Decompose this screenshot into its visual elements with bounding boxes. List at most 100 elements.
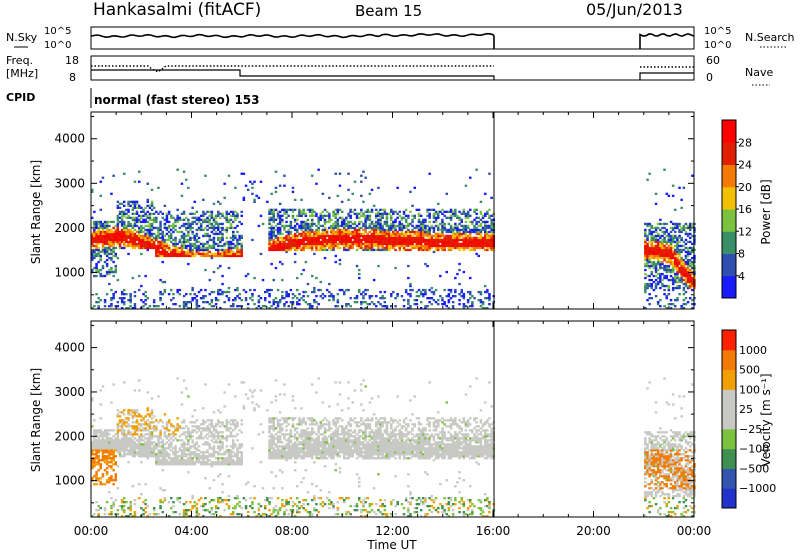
power-cell: [99, 236, 102, 240]
power-cell: [125, 226, 128, 230]
power-cell: [385, 240, 389, 244]
velocity-cell: [101, 433, 105, 436]
power-cell: [172, 238, 175, 242]
power-cell: [349, 240, 352, 244]
power-cell: [345, 248, 348, 252]
power-cell: [116, 216, 120, 219]
power-cell: [285, 244, 288, 248]
velocity-cell: [150, 453, 154, 456]
velocity-cell: [172, 463, 175, 466]
power-cell: [302, 210, 305, 213]
power-cell: [270, 212, 273, 215]
power-cell: [170, 216, 173, 219]
power-cell: [317, 248, 320, 252]
velocity-cell: [197, 453, 201, 456]
colorbar-tick-label: 24: [738, 159, 752, 172]
power-cell: [458, 222, 461, 226]
power-cell: [298, 232, 301, 236]
power-cell: [454, 238, 457, 242]
velocity-cell: [133, 413, 137, 416]
power-cell: [319, 212, 322, 215]
velocity-cell: [95, 473, 98, 476]
power-cell: [360, 293, 363, 296]
power-cell: [394, 232, 397, 236]
power-cell: [674, 224, 677, 228]
power-cell: [112, 236, 115, 240]
power-cell: [451, 307, 455, 310]
power-cell: [191, 220, 194, 224]
power-cell: [178, 240, 182, 244]
power-cell: [434, 246, 438, 250]
power-cell: [142, 238, 145, 242]
power-cell: [654, 246, 658, 250]
power-cell: [402, 216, 406, 219]
power-cell: [272, 234, 275, 238]
power-cell: [451, 228, 455, 232]
power-cell: [105, 270, 109, 274]
power-cell: [477, 240, 480, 244]
velocity-cell: [97, 477, 100, 480]
power-cell: [313, 299, 316, 302]
power-cell: [110, 220, 113, 224]
velocity-cell: [129, 431, 132, 434]
power-cell: [654, 230, 658, 234]
power-cell: [131, 307, 135, 310]
power-cell: [669, 303, 673, 306]
power-cell: [313, 301, 316, 304]
power-cell: [120, 202, 124, 205]
power-cell: [176, 230, 179, 234]
velocity-cell: [91, 441, 94, 444]
power-cell: [671, 222, 675, 226]
power-cell: [648, 222, 651, 226]
power-cell: [358, 240, 361, 244]
velocity-cell: [163, 497, 167, 500]
power-cell: [654, 295, 658, 298]
power-cell: [217, 226, 220, 230]
power-cell: [278, 216, 282, 219]
velocity-cell: [110, 447, 113, 450]
power-cell: [131, 236, 135, 240]
power-cell: [308, 226, 312, 230]
power-cell: [93, 250, 96, 254]
power-cell: [682, 274, 686, 278]
velocity-cell: [182, 445, 186, 448]
velocity-cell: [138, 449, 141, 452]
velocity-cell: [167, 463, 171, 466]
power-cell: [103, 299, 107, 302]
power-cell: [387, 228, 391, 232]
velocity-cell: [105, 501, 109, 504]
power-cell: [323, 232, 327, 236]
power-cell: [680, 228, 683, 232]
power-cell: [133, 303, 137, 306]
velocity-cell: [161, 421, 164, 424]
power-cell: [112, 232, 115, 236]
power-cell: [276, 305, 280, 308]
power-cell: [398, 236, 401, 240]
power-cell: [108, 242, 111, 246]
power-cell: [484, 248, 487, 252]
power-cell: [646, 238, 649, 242]
velocity-cell: [95, 477, 98, 480]
velocity-cell: [146, 505, 149, 508]
power-cell: [287, 234, 290, 238]
power-cell: [434, 234, 438, 238]
power-cell: [490, 248, 493, 252]
power-cell: [118, 230, 122, 234]
power-cell: [182, 246, 186, 250]
power-cell: [349, 238, 352, 242]
power-cell: [464, 214, 468, 217]
velocity-cell: [103, 459, 107, 462]
velocity-cell: [140, 415, 143, 418]
power-cell: [189, 222, 192, 226]
power-cell: [332, 232, 335, 236]
power-cell: [469, 305, 472, 308]
power-cell: [336, 305, 340, 308]
power-cell: [189, 301, 192, 304]
power-cell: [671, 256, 675, 260]
power-cell: [422, 288, 425, 292]
velocity-cell: [110, 429, 113, 432]
power-cell: [163, 280, 167, 284]
power-cell: [665, 250, 668, 254]
velocity-cell: [125, 515, 128, 518]
velocity-cell: [108, 455, 111, 458]
